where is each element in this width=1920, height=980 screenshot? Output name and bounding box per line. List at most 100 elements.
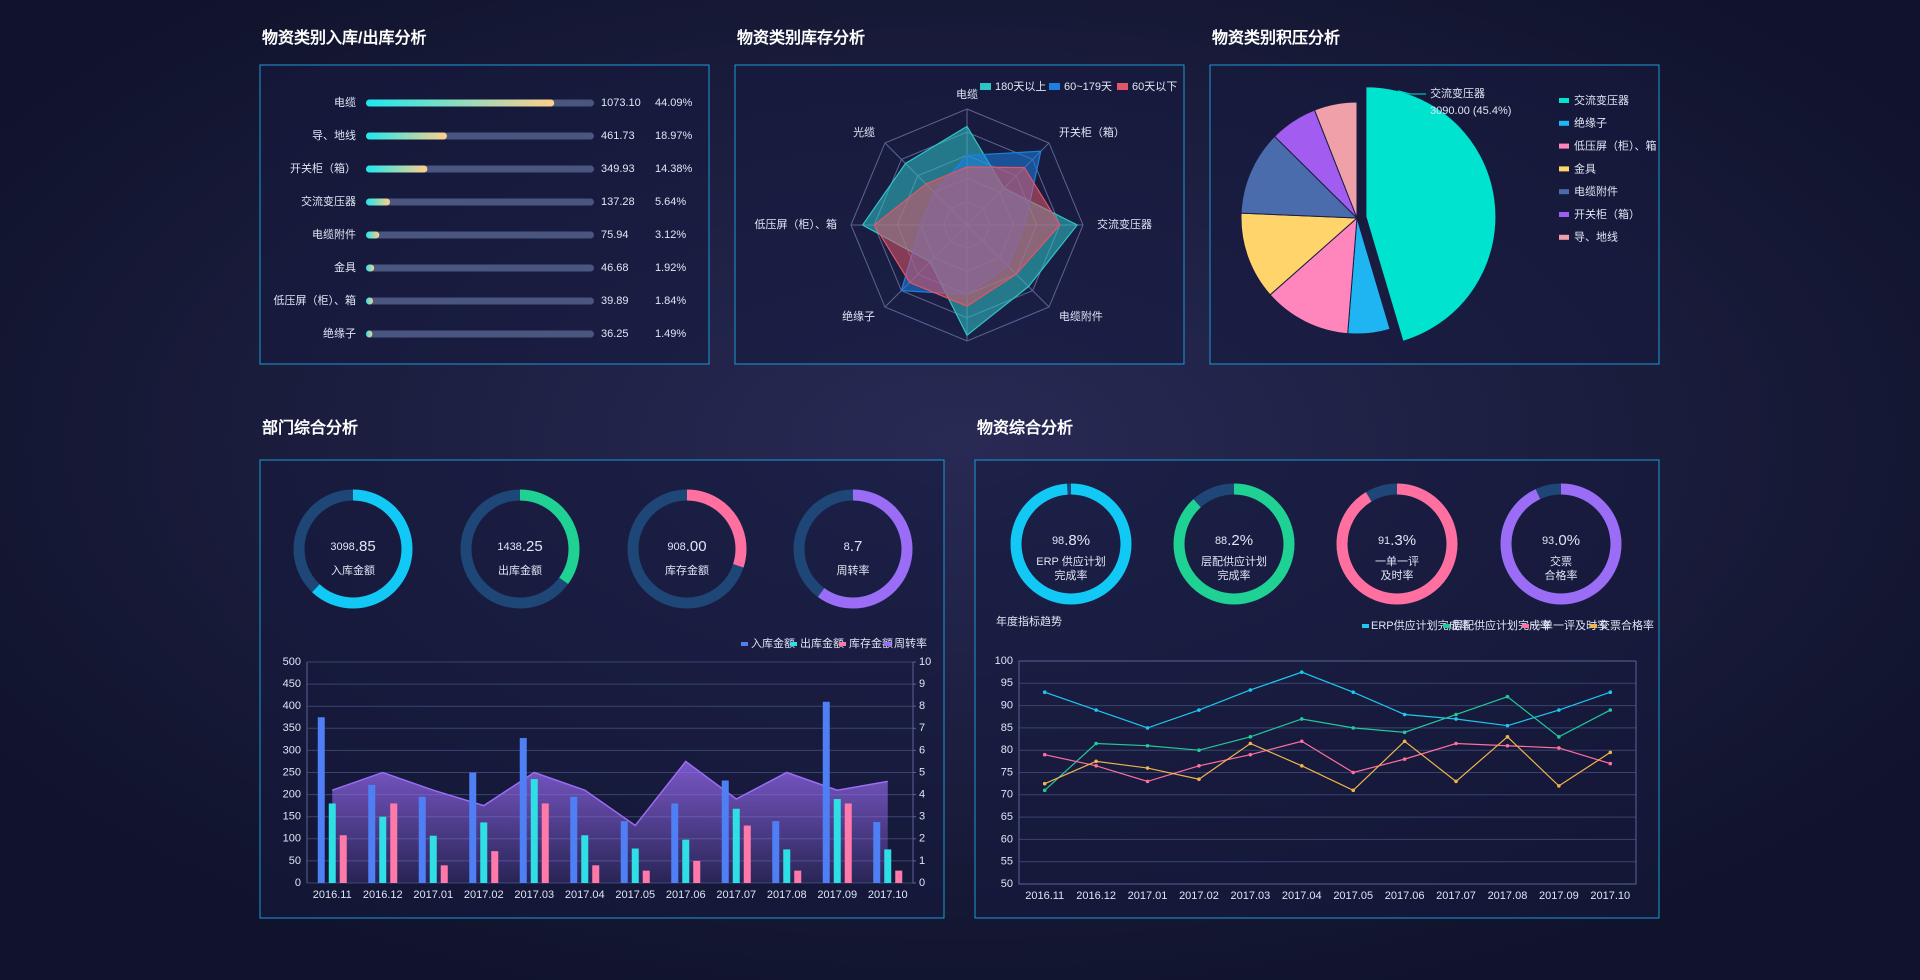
share-label: 5.64% xyxy=(655,196,686,208)
bar xyxy=(366,132,447,140)
value-label: 39.89 xyxy=(601,295,629,307)
point xyxy=(1402,739,1407,744)
legend-label: 低压屏（柜）、箱 xyxy=(1574,139,1657,153)
value-label: 1073.10 xyxy=(601,97,641,109)
category-label: 低压屏（柜）、箱 xyxy=(274,293,357,307)
legend-swatch xyxy=(1559,143,1569,149)
x-tick-label: 2016.12 xyxy=(363,889,403,901)
bar xyxy=(895,870,903,883)
bar xyxy=(873,822,881,883)
legend-label: 一单一评及时率 xyxy=(1531,618,1608,632)
y-tick-label: 200 xyxy=(283,789,301,801)
x-tick-label: 2017.06 xyxy=(1385,890,1425,902)
y-tick-label: 150 xyxy=(283,811,301,823)
x-tick-label: 2017.10 xyxy=(1590,890,1630,902)
panel-title: 物资类别入库/出库分析 xyxy=(262,28,426,47)
value-label: 36.25 xyxy=(601,328,629,340)
point xyxy=(1351,788,1356,793)
axis-label: 电缆附件 xyxy=(1059,309,1103,323)
legend-swatch xyxy=(1590,624,1597,628)
panel-title: 物资综合分析 xyxy=(977,418,1073,437)
point xyxy=(1042,788,1047,793)
bar xyxy=(418,796,426,883)
panel: 电缆 1073.10 44.09% 导、地线 461.73 18.97% 开关柜（箱） 349… xyxy=(274,96,693,340)
point xyxy=(1454,779,1458,784)
gauge-label: 周转率 xyxy=(837,563,870,577)
value-label: 46.68 xyxy=(601,262,629,274)
number-part: 88 xyxy=(1215,535,1227,547)
share-label: 44.09% xyxy=(655,97,693,109)
point xyxy=(1094,741,1098,746)
y2-tick-label: 3 xyxy=(919,811,925,823)
x-tick-label: 2017.05 xyxy=(615,889,655,901)
x-tick-label: 2016.11 xyxy=(1025,890,1064,902)
bar-track xyxy=(366,330,594,338)
legend-swatch xyxy=(1559,234,1569,240)
bar xyxy=(390,803,398,883)
legend-swatch xyxy=(1522,624,1529,628)
y2-tick-label: 2 xyxy=(919,833,925,845)
y2-tick-label: 7 xyxy=(919,722,925,734)
panel-title: 物资类别库存分析 xyxy=(737,28,865,47)
point xyxy=(1557,784,1561,788)
number-part: 8 xyxy=(844,541,850,553)
bar xyxy=(530,779,538,883)
legend-label: 开关柜（箱） xyxy=(1574,207,1640,221)
x-tick-label: 2017.01 xyxy=(413,889,453,901)
annotation-value: 3090.00 (45.4%) xyxy=(1430,105,1511,117)
bar xyxy=(328,803,336,883)
gauge-value: 91.3% xyxy=(1378,532,1416,549)
panel-title: 部门综合分析 xyxy=(262,418,358,437)
point xyxy=(1094,708,1098,712)
bar xyxy=(743,825,751,883)
plot-frame xyxy=(1018,660,1637,885)
panel-frame xyxy=(974,459,1660,919)
legend-label: 60天以下 xyxy=(1132,81,1177,93)
category-label: 金具 xyxy=(334,260,356,274)
point xyxy=(1608,761,1613,766)
x-tick-label: 2017.08 xyxy=(767,889,807,901)
category-label: 绝缘子 xyxy=(323,326,356,340)
legend-swatch xyxy=(1559,189,1569,195)
bar xyxy=(541,803,549,883)
pie-slice xyxy=(1365,86,1497,342)
point xyxy=(1454,741,1458,746)
value-label: 137.28 xyxy=(601,196,635,208)
gauge-arc xyxy=(293,489,413,609)
x-tick-label: 2017.07 xyxy=(1436,890,1476,902)
bar xyxy=(570,796,578,883)
bar xyxy=(884,849,892,883)
gauge-value: 98.8% xyxy=(1052,532,1090,549)
panel-frame xyxy=(259,64,710,365)
bar xyxy=(822,701,830,883)
gauge-label: 入库金额 xyxy=(331,563,375,577)
bar xyxy=(682,839,690,883)
point xyxy=(1299,717,1304,721)
x-tick-label: 2017.06 xyxy=(666,889,706,901)
x-tick-label: 2017.03 xyxy=(514,889,554,901)
bar-track xyxy=(366,231,594,239)
radar-area xyxy=(873,166,1061,307)
y-tick-label: 250 xyxy=(283,766,301,778)
bar xyxy=(693,860,701,883)
legend-swatch xyxy=(980,83,991,90)
share-label: 14.38% xyxy=(655,163,693,175)
panel: 98.8% ERP 供应计划完成率 88.2% 层配供应计划完成率 91.3% 一单一评及… xyxy=(995,483,1654,902)
bar xyxy=(366,165,428,173)
bar xyxy=(592,865,600,883)
annotation-name: 交流变压器 xyxy=(1430,86,1485,100)
x-tick-label: 2017.02 xyxy=(1179,890,1219,902)
y-tick-label: 80 xyxy=(1001,744,1013,756)
number-part: .85 xyxy=(355,538,376,555)
gauge-value: 1438.25 xyxy=(497,538,542,555)
x-tick-label: 2016.11 xyxy=(313,889,352,901)
line xyxy=(1044,671,1611,729)
y-tick-label: 500 xyxy=(283,656,301,668)
bar xyxy=(671,803,679,883)
point xyxy=(1299,739,1304,744)
bar xyxy=(833,799,841,883)
number-part: .3% xyxy=(1390,532,1416,549)
y-tick-label: 95 xyxy=(1001,677,1013,689)
axis-label: 低压屏（柜）、箱 xyxy=(755,217,838,231)
number-part: 908 xyxy=(667,541,685,553)
